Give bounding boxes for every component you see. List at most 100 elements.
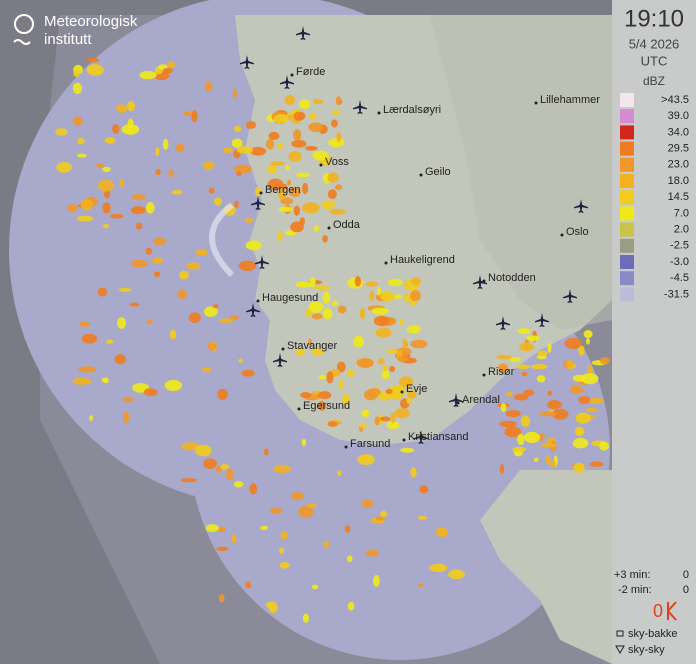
echo: [406, 325, 421, 334]
echo: [367, 387, 381, 397]
echo: [585, 408, 598, 413]
echo: [290, 221, 304, 233]
echo: [277, 142, 284, 150]
echo: [284, 95, 296, 105]
echo: [177, 289, 187, 299]
echo: [322, 308, 333, 320]
lightning-type: sky-sky: [628, 644, 665, 656]
legend-swatch: [620, 93, 634, 107]
city-label: Geilo: [425, 166, 451, 178]
echo: [273, 114, 289, 124]
echo: [537, 350, 548, 357]
echo: [353, 335, 364, 348]
echo: [171, 189, 183, 195]
echo: [354, 276, 362, 287]
echo: [231, 138, 243, 148]
echo: [373, 315, 390, 327]
echo: [175, 143, 185, 153]
echo: [578, 395, 591, 404]
echo: [73, 70, 80, 77]
echo: [205, 524, 219, 533]
date: 5/4 2026: [629, 36, 680, 51]
echo: [278, 189, 287, 200]
echo: [331, 110, 341, 115]
echo: [55, 128, 68, 136]
legend-label: -4.5: [670, 272, 689, 284]
echo: [342, 393, 350, 405]
echo: [547, 390, 552, 396]
echo: [402, 338, 407, 350]
echo: [410, 339, 428, 349]
echo: [329, 208, 347, 215]
legend-swatch: [620, 255, 634, 269]
echo: [191, 110, 198, 123]
echo: [76, 215, 94, 222]
echo: [380, 510, 388, 518]
echo: [298, 99, 311, 109]
echo: [277, 230, 283, 242]
echo: [207, 342, 217, 351]
echo: [301, 438, 307, 447]
echo: [382, 365, 388, 372]
echo: [589, 461, 604, 467]
city-dot: [290, 73, 294, 77]
echo: [435, 527, 449, 538]
echo: [346, 369, 355, 378]
echo: [181, 442, 200, 451]
echo: [241, 369, 255, 377]
echo: [116, 317, 127, 329]
echo: [56, 162, 73, 173]
echo: [375, 327, 392, 338]
echo: [278, 206, 293, 213]
echo: [295, 347, 305, 357]
echo: [110, 213, 124, 219]
legend-swatch: [620, 190, 634, 205]
echo: [496, 354, 512, 360]
legend-swatch: [620, 222, 634, 237]
echo: [162, 138, 169, 150]
echo: [245, 240, 262, 251]
echo: [229, 315, 239, 320]
city-label: Lærdalsøyri: [383, 104, 441, 116]
city-label: Kristiansand: [408, 431, 469, 443]
echo: [570, 384, 581, 391]
echo: [359, 308, 366, 320]
echo: [236, 171, 242, 177]
echo: [410, 290, 421, 302]
echo: [358, 423, 367, 429]
lightning-count: 0: [683, 569, 689, 581]
logo-text: institutt: [44, 31, 92, 48]
city-label: Farsund: [350, 438, 390, 450]
echo: [151, 257, 164, 264]
echo: [118, 287, 132, 292]
echo: [155, 169, 161, 176]
echo: [183, 111, 193, 116]
lightning-total: 0: [653, 601, 663, 621]
echo: [311, 584, 319, 590]
echo: [387, 278, 403, 287]
echo: [344, 525, 351, 533]
echo: [410, 467, 417, 478]
city-dot: [456, 401, 460, 405]
echo: [122, 396, 134, 403]
land: [480, 470, 612, 664]
echo: [153, 237, 167, 246]
echo: [104, 137, 116, 144]
legend-label: -2.5: [670, 240, 689, 252]
echo: [336, 131, 342, 143]
echo: [168, 169, 175, 177]
echo: [545, 455, 551, 465]
echo: [313, 225, 320, 232]
echo: [390, 412, 396, 424]
echo: [80, 198, 93, 211]
echo: [234, 200, 239, 208]
echo: [269, 161, 285, 166]
legend-unit: dBZ: [643, 74, 665, 88]
city-label: Notodden: [488, 272, 536, 284]
echo: [365, 549, 380, 557]
city-dot: [482, 279, 486, 283]
echo: [541, 443, 556, 448]
echo: [293, 111, 306, 121]
echo: [322, 234, 328, 243]
